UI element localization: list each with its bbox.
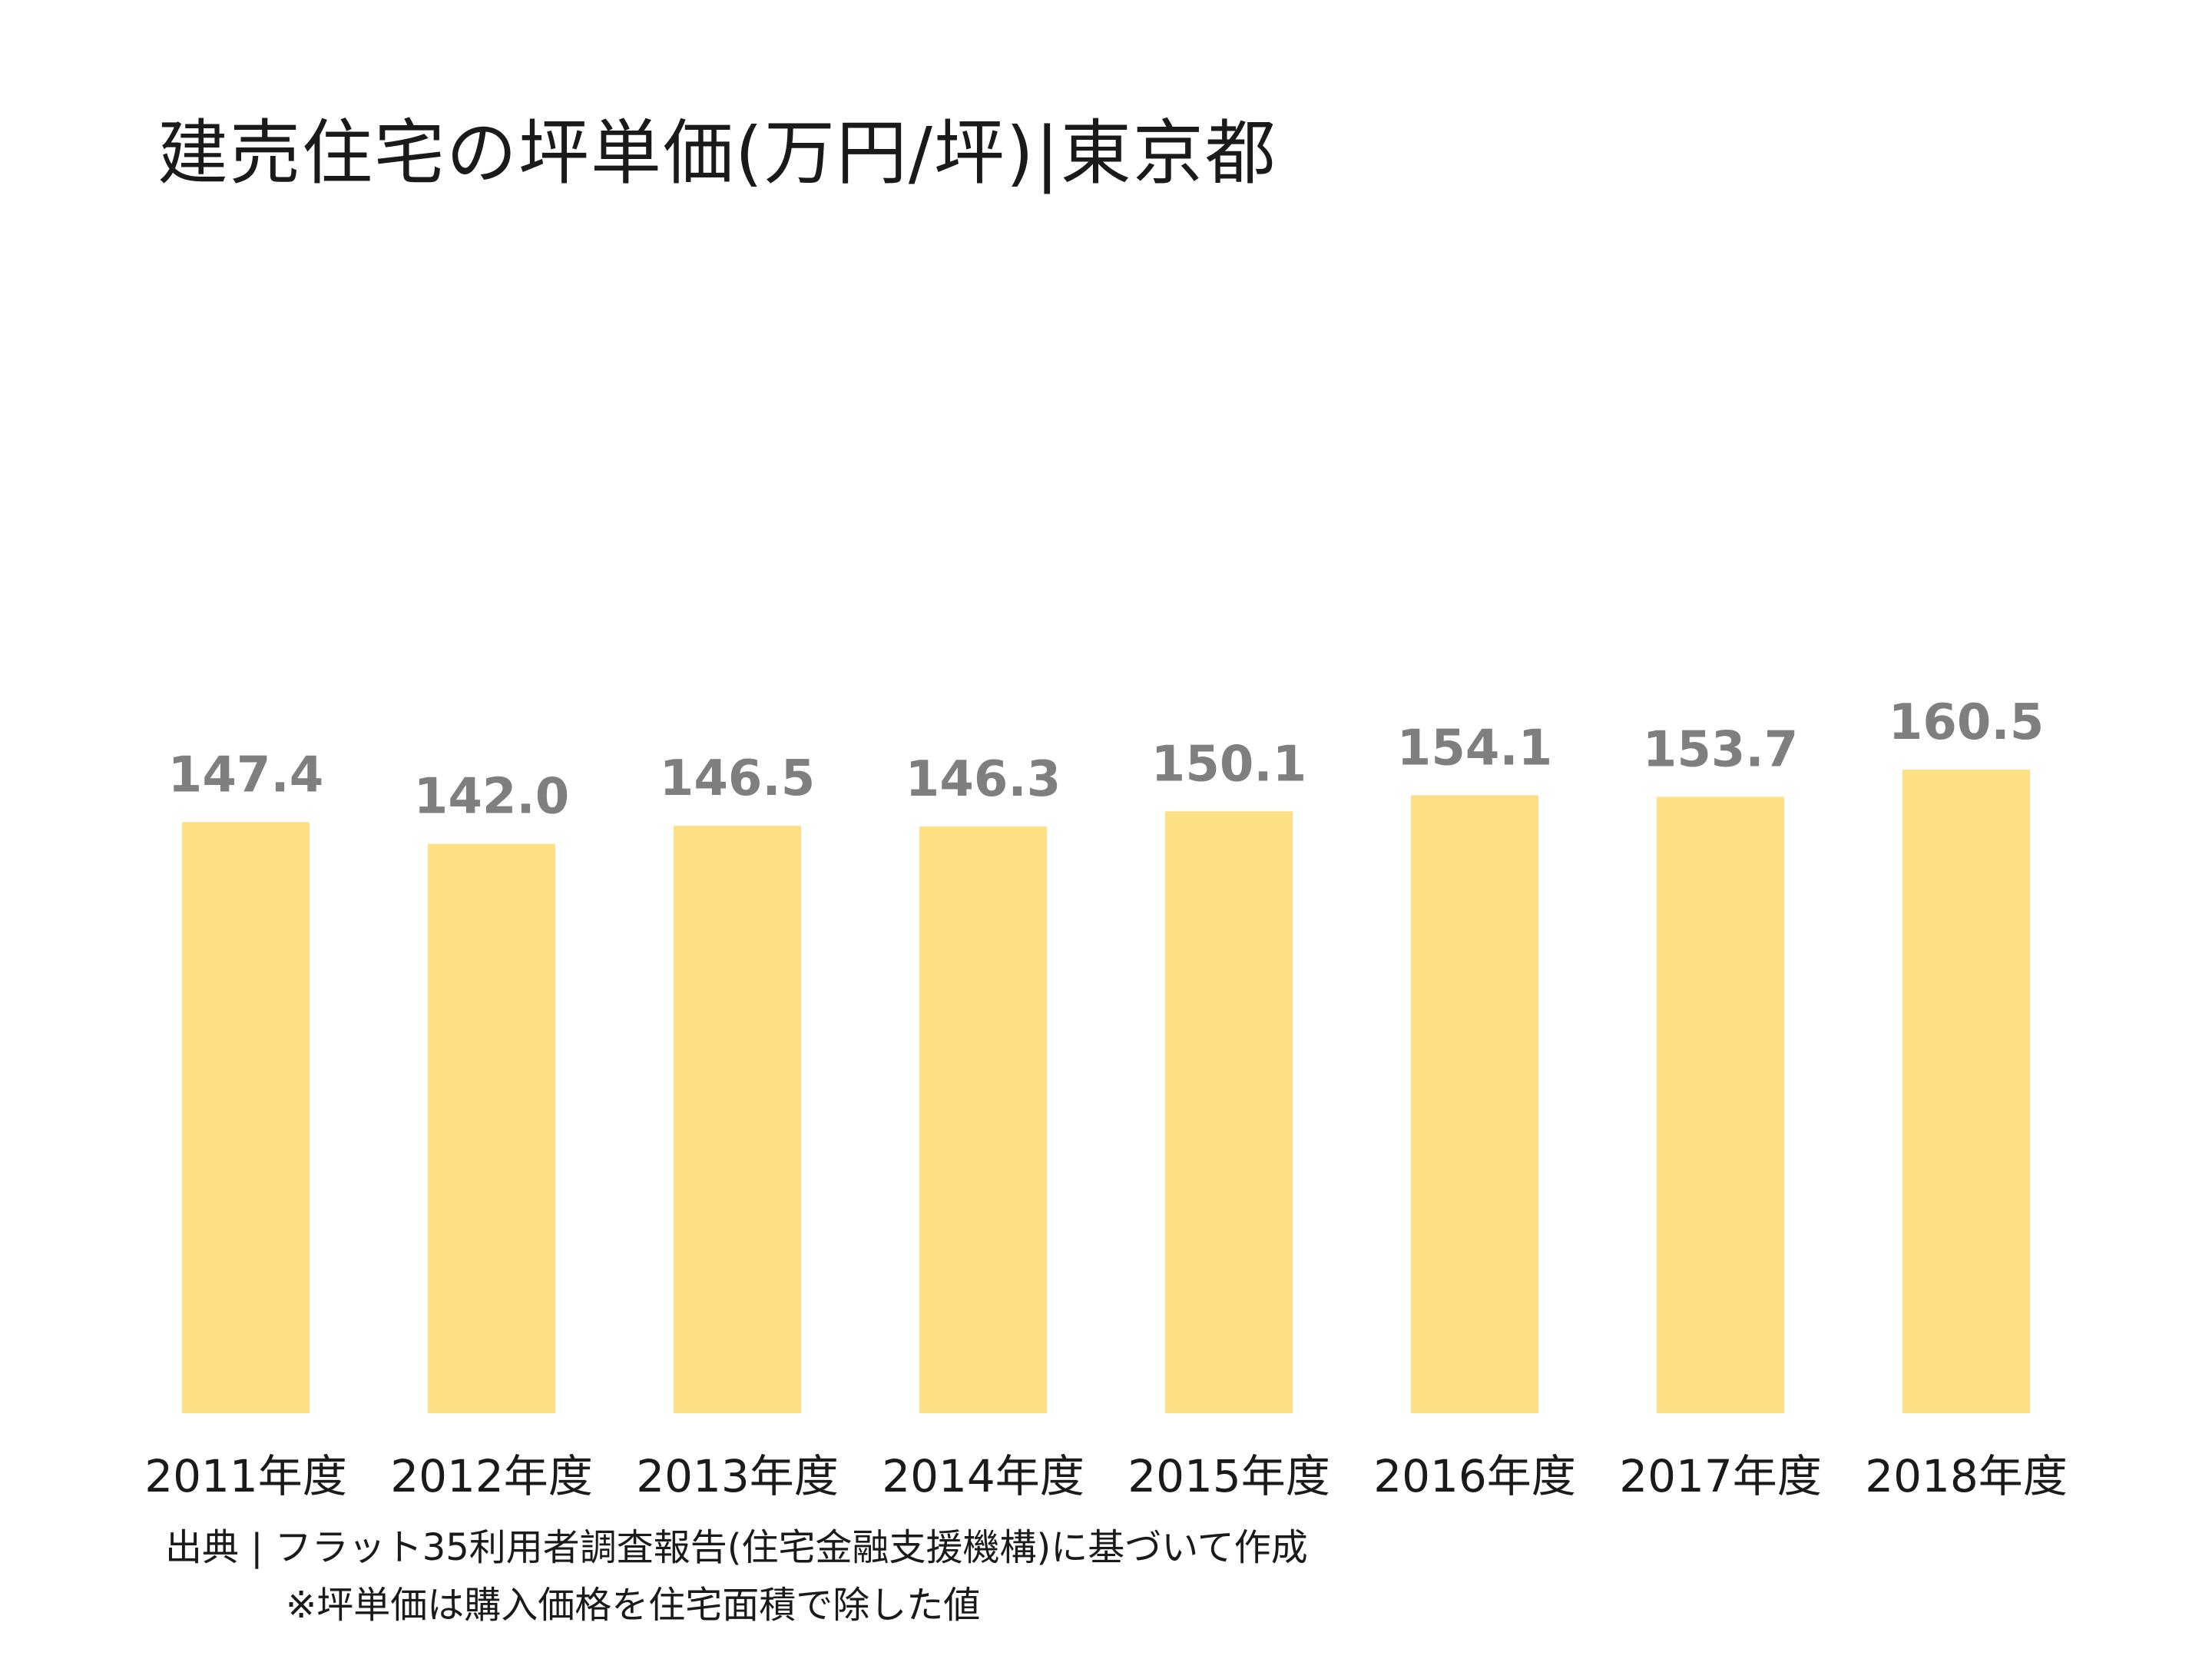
category-label: 2015年度: [1128, 1450, 1330, 1502]
value-label: 153.7: [1643, 722, 1798, 779]
bars-group: [182, 770, 2030, 1413]
category-label: 2013年度: [636, 1450, 839, 1502]
footnote: ※坪単価は購入価格を住宅面積で除した値: [286, 1584, 981, 1627]
source-note: 出典 | フラット35利用者調査報告(住宅金融支援機構)に基づいて作成: [165, 1526, 1308, 1569]
value-label: 146.3: [906, 751, 1061, 808]
category-label: 2012年度: [390, 1450, 593, 1502]
bar-2016年度: [1411, 795, 1538, 1413]
bar-2018年度: [1902, 770, 2030, 1413]
value-label: 160.5: [1889, 694, 2044, 751]
bar-2012年度: [428, 843, 555, 1413]
bar-2013年度: [674, 826, 801, 1413]
bar-2015年度: [1165, 811, 1293, 1413]
value-label: 150.1: [1151, 736, 1306, 793]
category-labels-group: 2011年度 2012年度 2013年度 2014年度 2015年度 2016年度 2017…: [144, 1450, 2068, 1502]
category-label: 2011年度: [144, 1450, 347, 1502]
bar-2014年度: [919, 826, 1047, 1413]
bar-2011年度: [182, 822, 310, 1413]
chart-title: 建売住宅の坪単価(万円/坪)|東京都: [157, 112, 1277, 194]
value-labels-group: 147.4 142.0 146.5 146.3 150.1 154.1 153.7 160.5: [168, 694, 2044, 826]
category-label: 2016年度: [1373, 1450, 1576, 1502]
category-label: 2018年度: [1865, 1450, 2068, 1502]
category-label: 2017年度: [1619, 1450, 1822, 1502]
bar-2017年度: [1657, 796, 1784, 1413]
value-label: 154.1: [1397, 720, 1552, 777]
value-label: 142.0: [414, 769, 569, 826]
value-label: 146.5: [660, 750, 815, 807]
value-label: 147.4: [168, 747, 323, 803]
category-label: 2014年度: [882, 1450, 1084, 1502]
